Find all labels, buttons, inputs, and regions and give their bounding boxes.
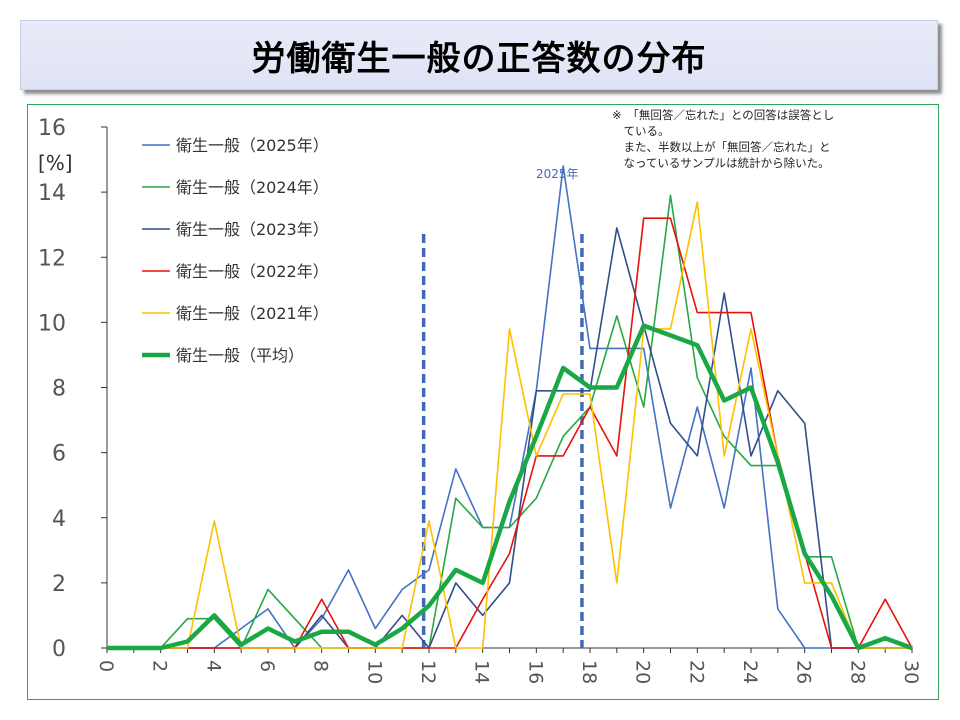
x-tick-label: 8 — [310, 660, 332, 672]
note-line-4: なっているサンプルは統計から除いた。 — [612, 156, 830, 170]
y-tick-label: 2 — [52, 572, 66, 597]
y-tick-label: 0 — [52, 637, 66, 662]
x-tick-label: 0 — [95, 660, 117, 672]
y-tick-label: 10 — [38, 311, 66, 336]
page-title: 労働衛生一般の正答数の分布 — [251, 38, 707, 79]
x-tick-label: 26 — [793, 660, 815, 684]
x-tick-label: 22 — [685, 660, 707, 684]
legend-label: 衛生一般（2025年） — [176, 136, 329, 155]
legend-label: 衛生一般（2021年） — [176, 304, 329, 323]
x-tick-label: 28 — [846, 660, 868, 684]
chart-note: ※ 「無回答／忘れた」との回答は誤答とし ている。 また、半数以上が「無回答／忘… — [612, 107, 942, 171]
legend-label: 衛生一般（2024年） — [176, 178, 329, 197]
x-tick-label: 20 — [632, 660, 654, 684]
y-tick-label: 16 — [38, 116, 66, 141]
note-line-3: また、半数以上が「無回答／忘れた」と — [612, 140, 831, 154]
x-tick-label: 16 — [524, 660, 546, 684]
marker-label: 2025年 — [536, 167, 579, 181]
legend-label: 衛生一般（2022年） — [176, 262, 329, 281]
x-tick-label: 18 — [578, 660, 600, 684]
title-banner: 労働衛生一般の正答数の分布 — [20, 20, 938, 90]
legend-label: 衛生一般（2023年） — [176, 220, 329, 239]
y-tick-label: 6 — [52, 442, 66, 467]
y-axis-label: [%] — [38, 151, 73, 175]
x-tick-label: 4 — [202, 660, 224, 672]
x-tick-label: 30 — [900, 660, 922, 684]
series-line-6 — [107, 323, 913, 651]
x-tick-label: 14 — [471, 660, 493, 684]
y-tick-label: 12 — [38, 246, 66, 271]
y-tick-label: 8 — [52, 377, 66, 402]
x-tick-label: 2 — [149, 660, 171, 672]
chart-frame: 0 2 4 6 8 10 12 14 16 [%] 0 2 4 6 8 10 12 14 16 18 20 22 24 26 2… — [27, 104, 939, 700]
y-tick-label: 4 — [52, 507, 66, 532]
x-tick-label: 10 — [363, 660, 385, 684]
y-tick-label: 14 — [38, 181, 66, 206]
x-tick-label: 12 — [417, 660, 439, 684]
note-line-2: ている。 — [612, 124, 670, 138]
note-line-1: ※ 「無回答／忘れた」との回答は誤答とし — [612, 108, 835, 122]
legend-label: 衛生一般（平均） — [176, 346, 304, 365]
x-tick-label: 24 — [739, 660, 761, 684]
x-tick-label: 6 — [256, 660, 278, 672]
